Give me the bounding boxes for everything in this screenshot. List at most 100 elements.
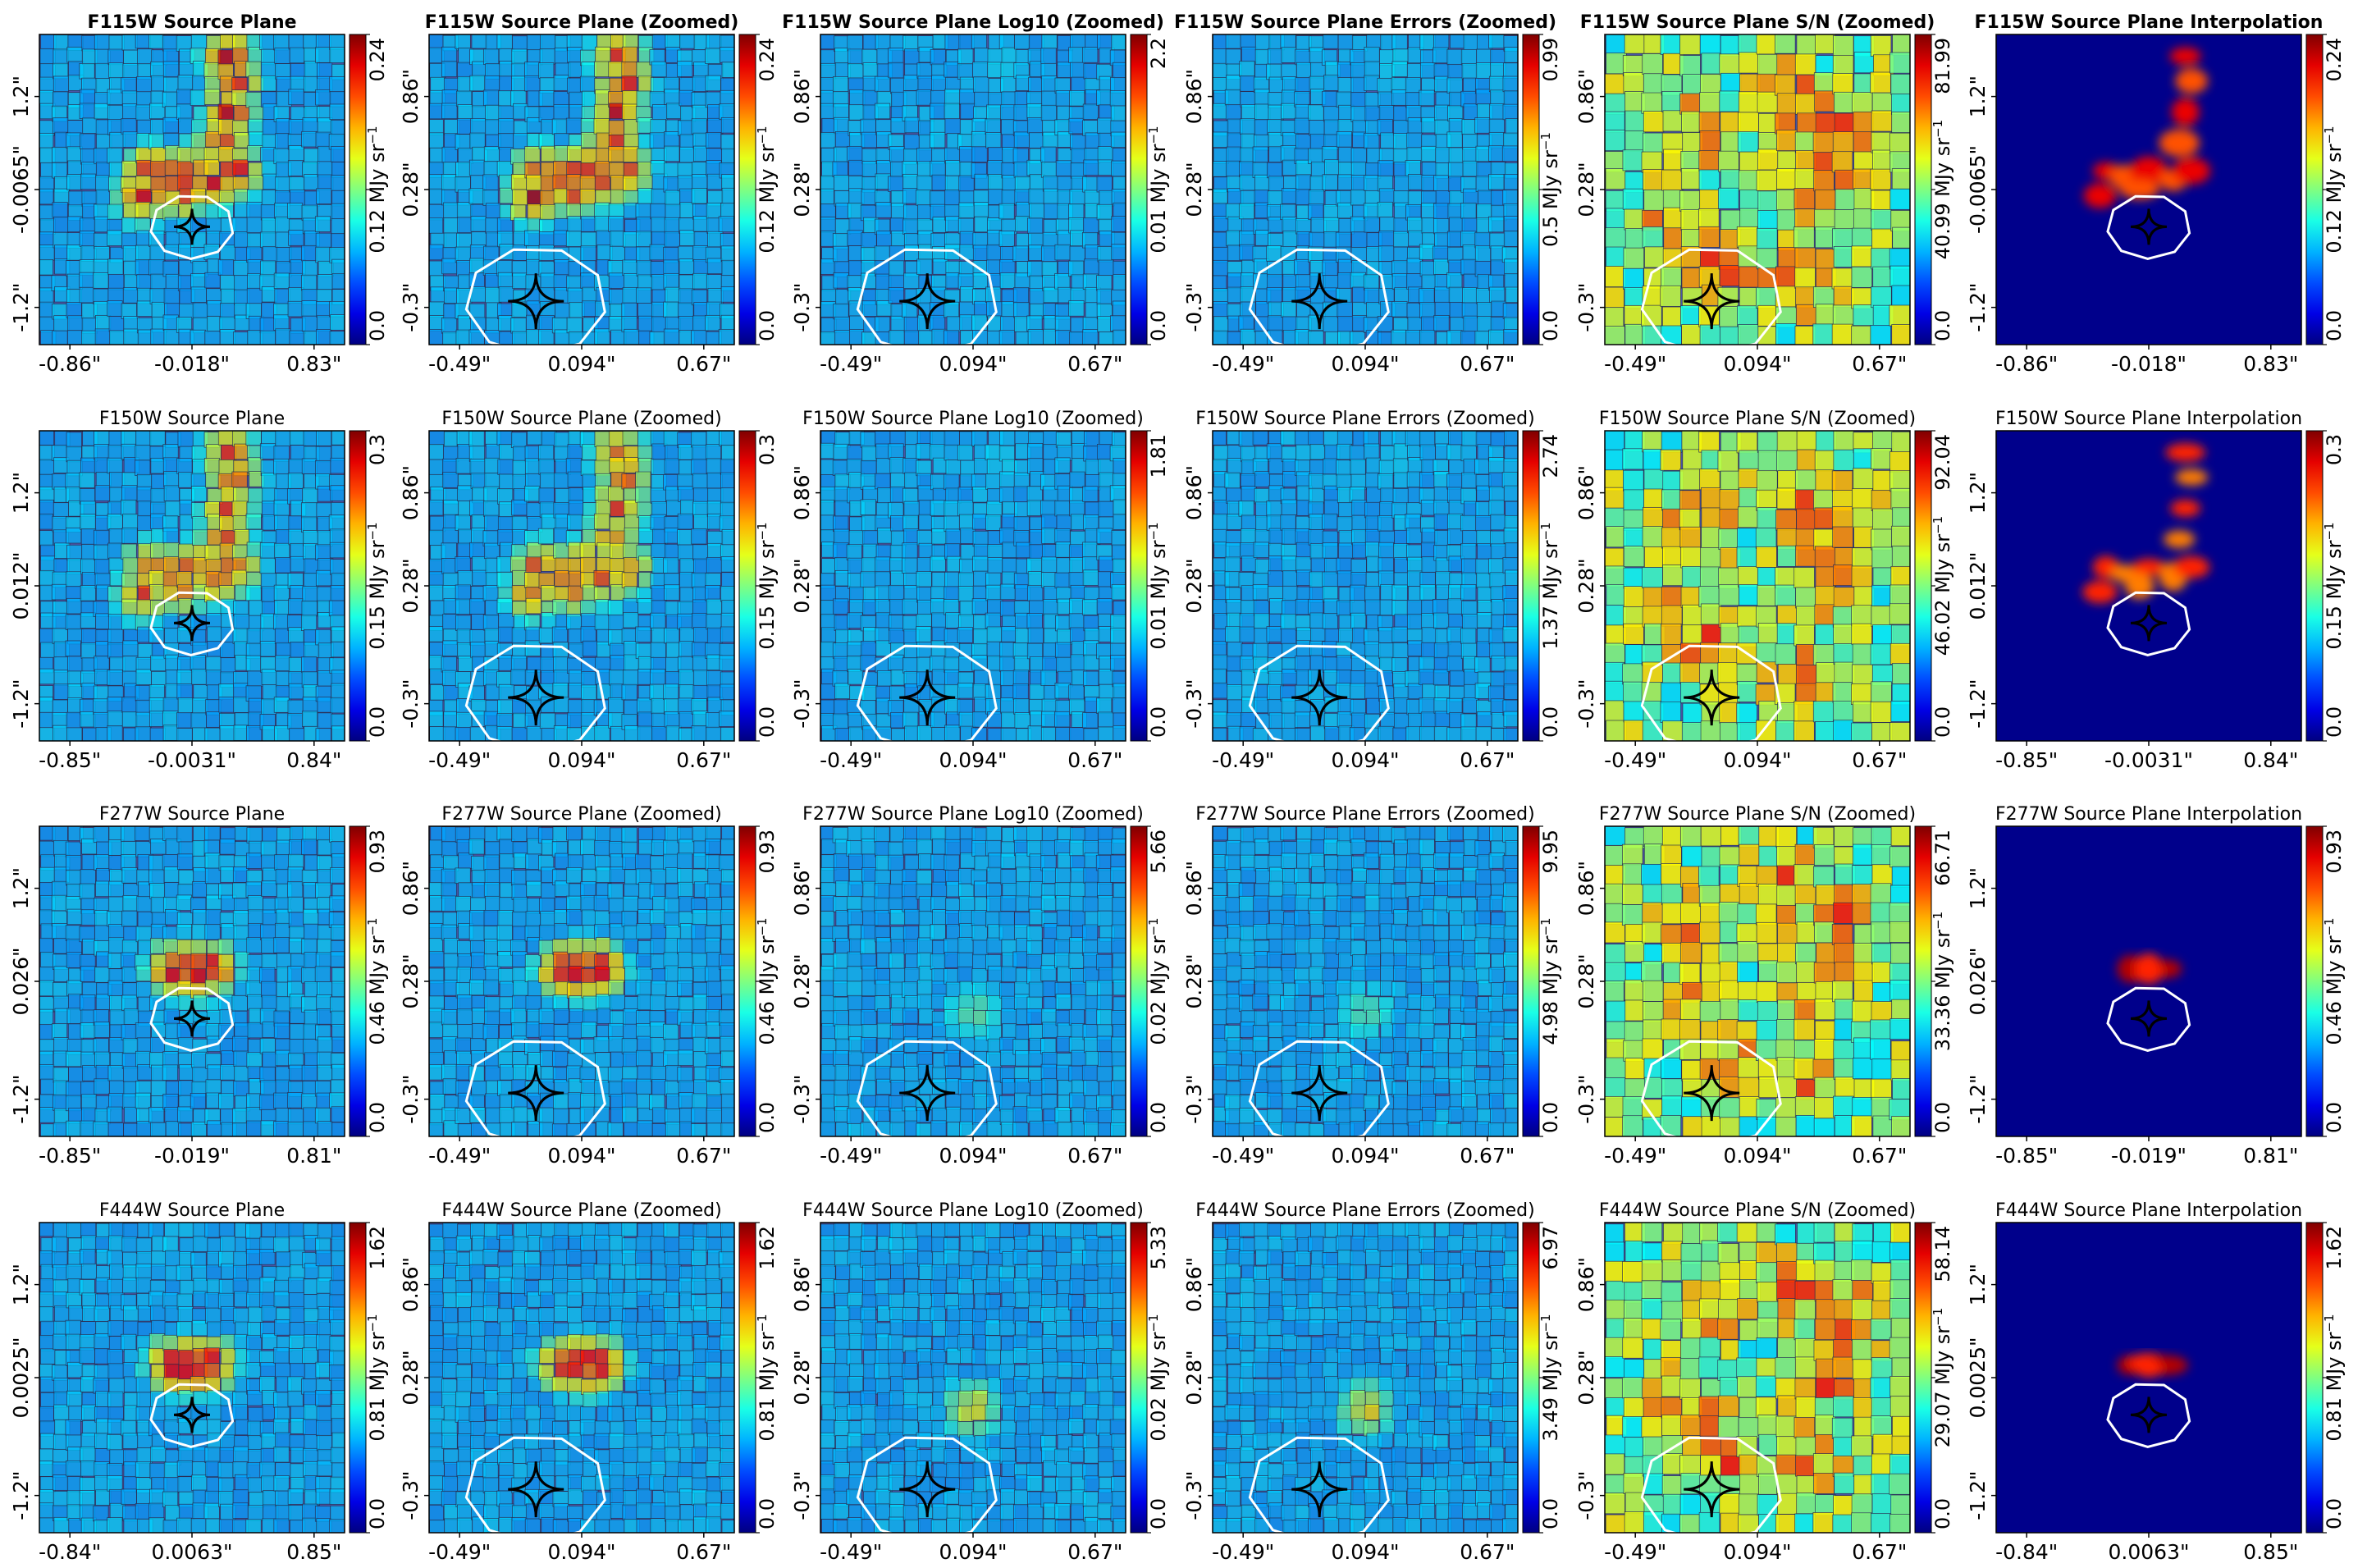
voronoi-cell [1889, 132, 1910, 154]
voronoi-cell [621, 75, 637, 92]
voronoi-cell [1280, 514, 1296, 531]
voronoi-cell [1407, 640, 1423, 656]
voronoi-cell [1308, 104, 1324, 121]
voronoi-cell [1605, 266, 1626, 287]
voronoi-cell [944, 34, 961, 50]
voronoi-cell [692, 487, 710, 504]
voronoi-cell [469, 542, 486, 559]
voronoi-cell [260, 204, 276, 221]
voronoi-cell [1833, 565, 1854, 586]
voronoi-cell [39, 530, 53, 546]
voronoi-cell [107, 670, 123, 686]
voronoi-cell [1757, 190, 1779, 213]
voronoi-cell [274, 600, 290, 616]
voronoi-cell [705, 75, 721, 92]
voronoi-cell [1213, 654, 1229, 671]
colorbar-label: 0.01 MJy sr−1 [1146, 126, 1170, 253]
voronoi-cell [580, 231, 597, 248]
voronoi-cell [1476, 711, 1493, 728]
voronoi-cell [429, 642, 446, 658]
voronoi-cell [1679, 190, 1701, 212]
voronoi-cell [39, 840, 54, 857]
voronoi-cell [329, 331, 345, 345]
voronoi-cell [1777, 605, 1798, 627]
voronoi-cell [1475, 89, 1492, 105]
voronoi-cell [1756, 34, 1778, 55]
voronoi-cell [192, 1067, 208, 1083]
voronoi-cell [847, 145, 863, 162]
voronoi-cell [637, 148, 653, 165]
voronoi-cell [971, 34, 988, 49]
voronoi-cell [1699, 92, 1720, 114]
voronoi-cell [834, 683, 851, 699]
voronoi-cell [53, 216, 70, 233]
emission-blob [2173, 555, 2210, 578]
colorbar [2305, 34, 2324, 345]
voronoi-cell [1502, 75, 1518, 93]
voronoi-cell [664, 217, 680, 234]
voronoi-cell [834, 175, 850, 191]
voronoi-cell [429, 444, 444, 460]
voronoi-cell [470, 473, 487, 489]
voronoi-cell [1378, 160, 1394, 176]
voronoi-cell [273, 697, 290, 713]
voronoi-cell [162, 91, 178, 108]
emission-blob [2164, 530, 2196, 549]
voronoi-cell [1337, 570, 1354, 587]
voronoi-cell [163, 866, 180, 883]
voronoi-cell [485, 119, 501, 135]
voronoi-cell [665, 190, 681, 207]
voronoi-cell [162, 61, 180, 77]
voronoi-cell [301, 458, 318, 474]
colorbar [1522, 34, 1540, 345]
voronoi-cell [1239, 231, 1255, 247]
voronoi-cell [1393, 472, 1410, 488]
voronoi-cell [1282, 131, 1299, 149]
voronoi-cell [122, 287, 139, 304]
voronoi-cell [510, 149, 527, 165]
voronoi-cell [1889, 451, 1910, 473]
voronoi-cell [39, 204, 54, 221]
voronoi-cell [67, 330, 84, 345]
voronoi-cell [1083, 217, 1099, 234]
voronoi-cell [1503, 485, 1518, 502]
voronoi-cell [637, 188, 654, 204]
voronoi-cell [1738, 112, 1759, 134]
voronoi-cell [1405, 330, 1422, 345]
voronoi-cell [1083, 514, 1099, 531]
voronoi-cell [1419, 89, 1435, 107]
voronoi-cell [1699, 566, 1721, 588]
voronoi-cell [328, 600, 345, 617]
voronoi-cell [207, 528, 223, 546]
voronoi-cell [1661, 605, 1683, 627]
voronoi-cell [1349, 445, 1366, 461]
voronoi-cell [191, 486, 208, 502]
voronoi-cell [692, 670, 710, 686]
voronoi-cell [1870, 168, 1891, 190]
voronoi-cell [1777, 545, 1798, 567]
voronoi-cell [1111, 160, 1126, 177]
voronoi-cell [315, 246, 331, 263]
voronoi-cell [1225, 542, 1241, 559]
voronoi-cell [834, 528, 850, 546]
voronoi-cell [998, 330, 1015, 345]
voronoi-cell [246, 628, 263, 645]
voronoi-cell [1737, 131, 1759, 153]
voronoi-cell [833, 699, 850, 715]
voronoi-cell [1419, 726, 1436, 741]
voronoi-cell [1040, 162, 1058, 178]
voronoi-cell [178, 543, 194, 560]
voronoi-cell [1449, 34, 1466, 49]
voronoi-cell [902, 711, 919, 729]
voronoi-cell [430, 600, 446, 617]
voronoi-cell [623, 146, 639, 162]
voronoi-cell [1000, 697, 1017, 714]
voronoi-cell [164, 627, 180, 644]
voronoi-cell [1054, 642, 1072, 659]
caustic [1684, 273, 1740, 330]
voronoi-cell [1504, 431, 1518, 446]
voronoi-cell [1815, 304, 1837, 326]
voronoi-cell [149, 259, 165, 276]
voronoi-cell [1775, 34, 1796, 54]
voronoi-cell [162, 35, 179, 52]
